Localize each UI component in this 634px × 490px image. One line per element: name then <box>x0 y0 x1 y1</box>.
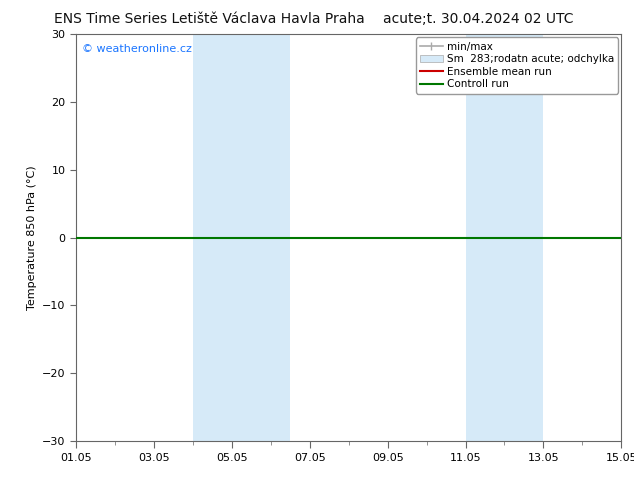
Text: acute;t. 30.04.2024 02 UTC: acute;t. 30.04.2024 02 UTC <box>384 12 574 26</box>
Legend: min/max, Sm  283;rodatn acute; odchylka, Ensemble mean run, Controll run: min/max, Sm 283;rodatn acute; odchylka, … <box>415 37 618 94</box>
Bar <box>465 34 543 441</box>
Text: ENS Time Series Letiště Václava Havla Praha: ENS Time Series Letiště Václava Havla Pr… <box>54 12 365 26</box>
Text: © weatheronline.cz: © weatheronline.cz <box>82 45 191 54</box>
Bar <box>193 34 290 441</box>
Y-axis label: Temperature 850 hPa (°C): Temperature 850 hPa (°C) <box>27 165 37 310</box>
